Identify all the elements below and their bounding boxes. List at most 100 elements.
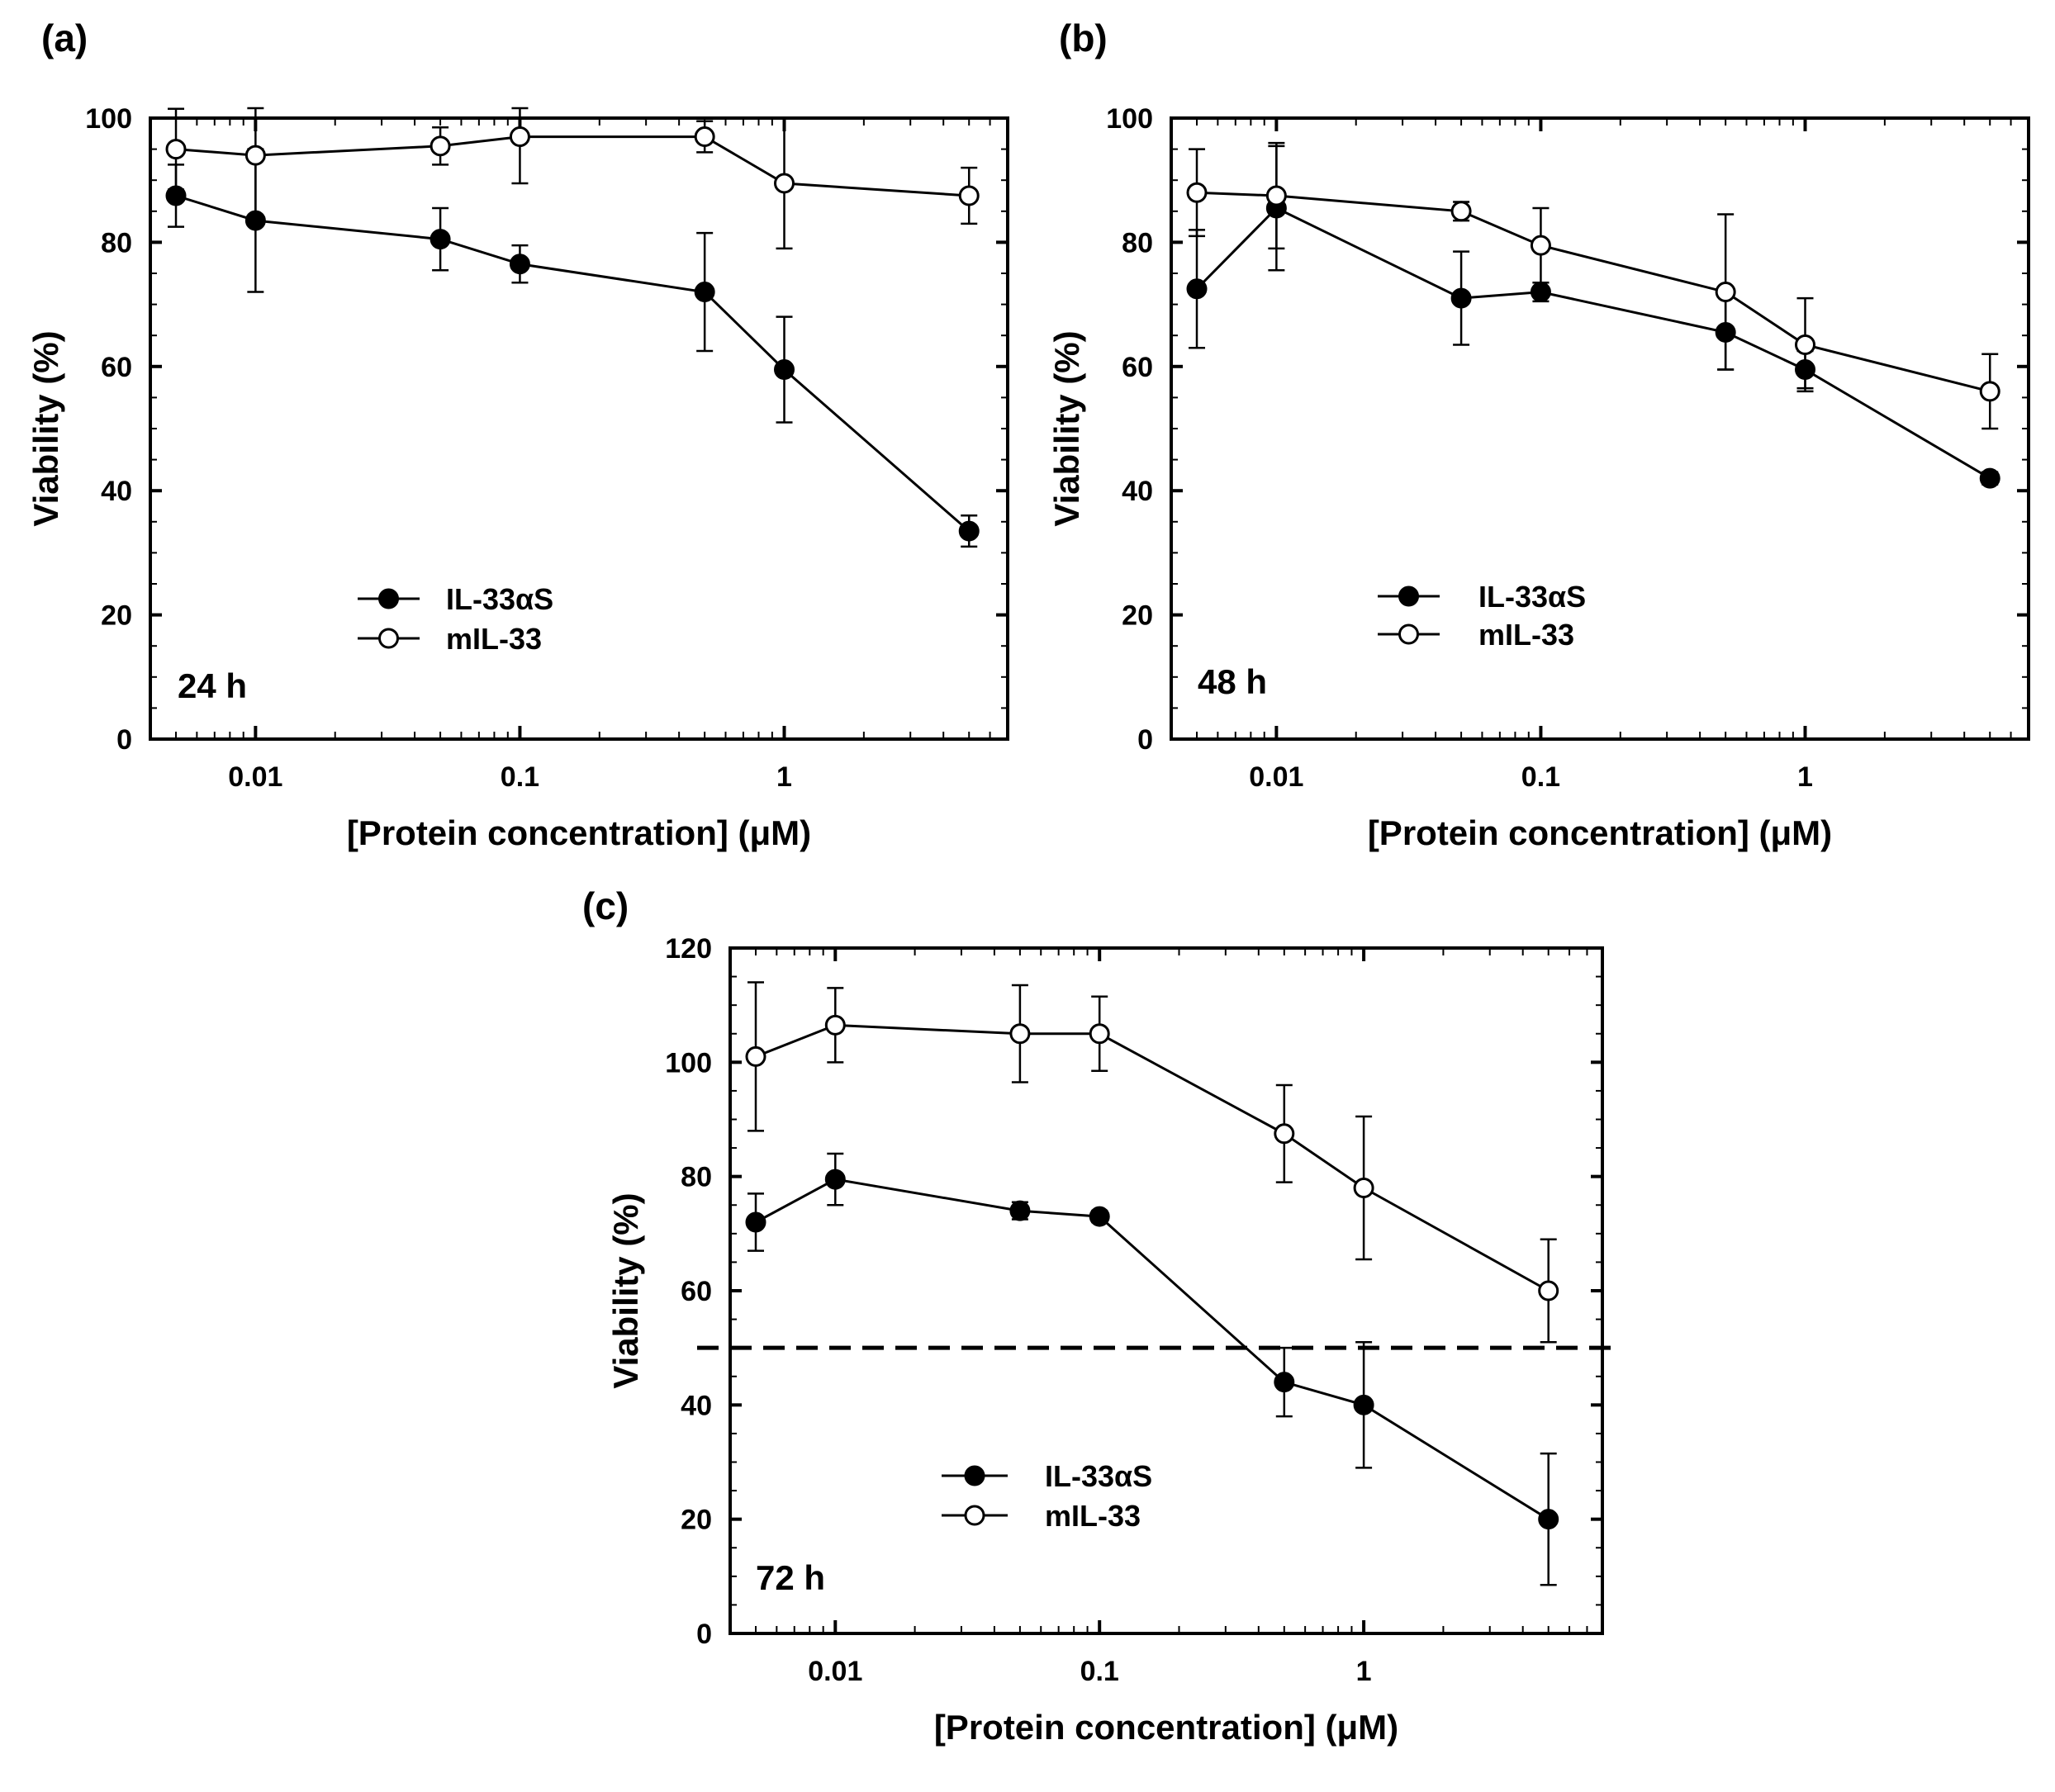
y-axis-title: Viability (%) — [606, 1192, 645, 1388]
series-il33as — [165, 148, 980, 548]
x-axis-title: [Protein concentration] (μM) — [934, 1708, 1398, 1747]
y-tick-label: 40 — [101, 476, 132, 507]
series-line — [175, 194, 971, 533]
data-point — [1353, 1178, 1374, 1198]
y-tick-label: 80 — [681, 1162, 712, 1193]
data-point — [1186, 278, 1208, 300]
x-tick-label: 1 — [1797, 761, 1813, 793]
data-point — [165, 139, 187, 160]
y-axis-title: Viability (%) — [26, 330, 65, 526]
y-tick-label: 60 — [681, 1276, 712, 1307]
y-tick-label: 0 — [696, 1619, 712, 1650]
series-il33as — [1186, 145, 2000, 489]
data-point — [1353, 1394, 1374, 1415]
y-tick-label: 100 — [85, 103, 132, 135]
legend-marker — [1398, 623, 1419, 645]
legend-label: IL-33αS — [1478, 580, 1586, 614]
time-label: 72 h — [756, 1558, 825, 1597]
data-point — [1274, 1372, 1295, 1393]
data-point — [1186, 182, 1208, 203]
data-point — [1538, 1509, 1559, 1530]
x-tick-label: 0.01 — [228, 761, 282, 793]
x-tick-label: 0.1 — [1080, 1656, 1119, 1687]
y-tick-label: 20 — [1122, 600, 1153, 632]
data-point — [958, 185, 980, 206]
plot-frame — [149, 116, 1009, 741]
y-tick-label: 40 — [1122, 476, 1153, 507]
y-tick-label: 60 — [101, 352, 132, 383]
series-line — [755, 1023, 1550, 1292]
plot-frame — [729, 946, 1604, 1635]
data-point — [1089, 1023, 1110, 1045]
panel-b: (b) 0 20 40 60 80 100 0.01 0.1 1 [Protein concentr… — [1047, 17, 2030, 852]
plot-frame — [1170, 116, 2030, 741]
panel-a: (a) 0 20 40 60 80 100 0.01 0.1 1 [Protein concentr… — [26, 17, 1009, 852]
panel-label: (a) — [41, 17, 88, 59]
data-point — [1538, 1280, 1559, 1301]
data-point — [1530, 235, 1551, 256]
data-point — [1009, 1023, 1031, 1045]
data-point — [430, 229, 451, 250]
panel-label: (b) — [1059, 17, 1108, 59]
legend-label: mIL-33 — [1478, 618, 1574, 652]
data-point — [958, 520, 980, 542]
data-point — [1715, 282, 1736, 303]
panel-c: (c) 0 20 40 60 80 100 120 0.01 0.1 1 [Protein conce… — [582, 884, 1614, 1747]
series-line — [1195, 206, 1991, 480]
time-label: 48 h — [1198, 662, 1267, 701]
time-label: 24 h — [178, 666, 247, 705]
series-il33as — [745, 1152, 1559, 1586]
y-tick-label: 100 — [665, 1047, 712, 1079]
y-tick-label: 120 — [665, 933, 712, 965]
data-point — [694, 126, 715, 148]
data-point — [774, 173, 795, 194]
data-point — [1450, 201, 1472, 222]
x-axis-title: [Protein concentration] (μM) — [1368, 813, 1832, 852]
data-point — [1530, 282, 1551, 303]
legend-marker — [1398, 585, 1419, 607]
data-point — [694, 282, 715, 303]
y-tick-label: 0 — [116, 724, 132, 756]
data-point — [1795, 334, 1816, 355]
x-axis-title: [Protein concentration] (μM) — [347, 813, 811, 852]
data-point — [1009, 1200, 1031, 1221]
data-point — [1089, 1206, 1110, 1227]
data-point — [824, 1014, 846, 1036]
data-point — [1265, 185, 1287, 206]
y-tick-label: 60 — [1122, 352, 1153, 383]
data-point — [244, 145, 266, 166]
legend-marker — [964, 1465, 985, 1486]
y-tick-label: 80 — [1122, 227, 1153, 258]
series-line — [1196, 191, 1991, 393]
legend-marker — [378, 628, 399, 649]
y-tick-label: 40 — [681, 1390, 712, 1421]
data-point — [1450, 287, 1472, 309]
data-point — [509, 126, 530, 148]
y-tick-label: 100 — [1106, 103, 1153, 135]
data-point — [745, 1045, 766, 1067]
data-point — [745, 1211, 766, 1233]
y-tick-label: 20 — [101, 600, 132, 632]
y-tick-label: 0 — [1137, 724, 1153, 756]
data-point — [1979, 467, 2000, 489]
x-tick-label: 0.01 — [1249, 761, 1303, 793]
x-tick-label: 0.01 — [808, 1656, 862, 1687]
panel-label: (c) — [582, 884, 629, 927]
y-tick-label: 20 — [681, 1505, 712, 1536]
x-tick-label: 0.1 — [501, 761, 539, 793]
legend-marker — [964, 1505, 985, 1526]
data-point — [430, 135, 451, 157]
data-point — [1274, 1123, 1295, 1145]
legend-marker — [378, 588, 399, 609]
y-axis-title: Viability (%) — [1047, 330, 1086, 526]
x-tick-label: 1 — [1356, 1656, 1372, 1687]
series-line — [175, 135, 970, 197]
legend-label: mIL-33 — [1045, 1499, 1141, 1533]
data-point — [1979, 381, 2000, 402]
series-mil33 — [745, 981, 1559, 1344]
series-mil33 — [165, 107, 980, 250]
series-mil33 — [1186, 141, 2000, 430]
legend-label: IL-33αS — [446, 582, 553, 616]
